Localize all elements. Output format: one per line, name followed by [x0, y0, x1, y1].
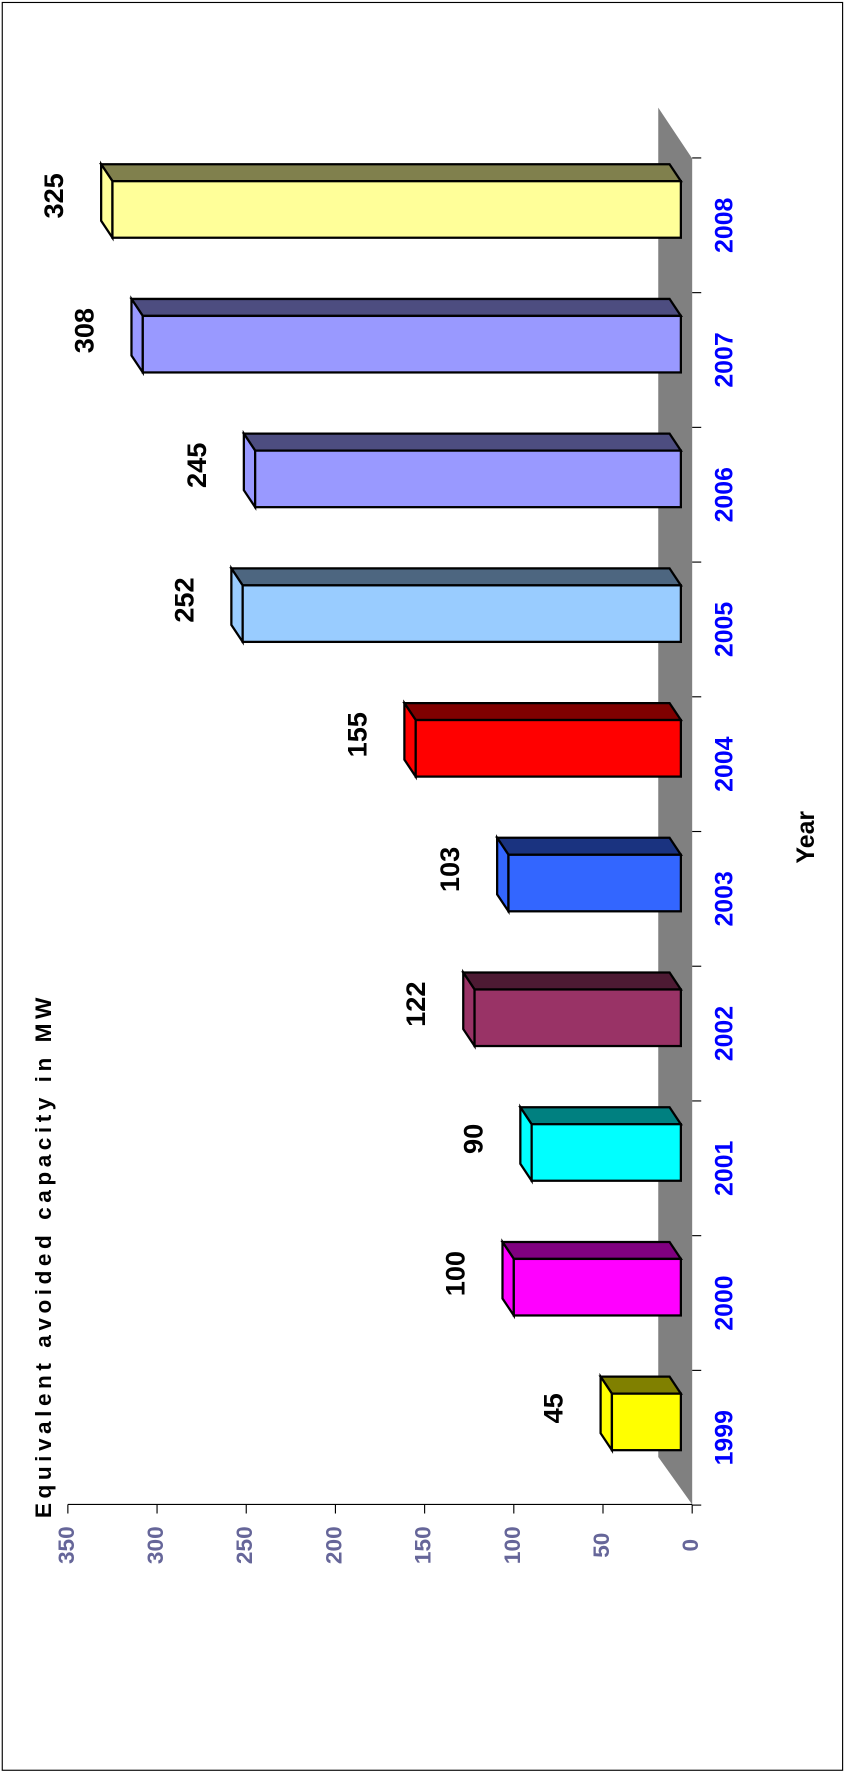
- bar: [111, 180, 683, 239]
- y-tick-label: 350: [54, 1526, 79, 1564]
- y-axis-title: Equivalent avoided capacity in MW: [31, 993, 56, 1518]
- value-label: 45: [538, 1393, 569, 1423]
- value-label: 308: [68, 308, 99, 353]
- bar-top: [598, 1375, 683, 1395]
- bar: [414, 718, 683, 778]
- bar-top: [461, 971, 683, 991]
- x-axis-title: Year: [792, 811, 820, 864]
- value-label: 100: [439, 1251, 470, 1296]
- x-tick-label: 2000: [711, 1275, 739, 1330]
- x-tick-label: 1999: [711, 1410, 739, 1465]
- x-tick-label: 2006: [711, 467, 739, 522]
- bar-top: [402, 701, 683, 722]
- bar: [610, 1392, 683, 1452]
- y-tick-label: 50: [589, 1533, 614, 1558]
- bar-top: [99, 163, 683, 183]
- value-label: 325: [38, 173, 69, 218]
- x-tick-label: 2007: [711, 332, 739, 387]
- y-tick-label: 150: [411, 1526, 436, 1564]
- value-label: 122: [400, 982, 431, 1027]
- value-label: 155: [341, 712, 372, 757]
- value-label: 103: [434, 847, 465, 892]
- x-tick-label: 2002: [711, 1006, 739, 1061]
- y-tick-label: 250: [232, 1526, 257, 1564]
- bar-top: [229, 567, 683, 587]
- value-label: 90: [457, 1124, 488, 1154]
- y-tick-label: 0: [678, 1539, 703, 1552]
- bar: [473, 988, 683, 1048]
- x-tick-label: 2004: [711, 736, 739, 792]
- y-tick-label: 300: [143, 1526, 168, 1564]
- bar-top: [241, 432, 683, 452]
- bar: [241, 584, 683, 644]
- bar-top: [129, 297, 683, 318]
- bar-top: [495, 836, 683, 856]
- bar: [254, 449, 683, 509]
- x-tick-label: 2001: [711, 1140, 739, 1196]
- bar: [507, 853, 683, 913]
- bar: [530, 1123, 683, 1182]
- x-tick-label: 2003: [711, 871, 739, 926]
- x-tick-label: 2008: [711, 197, 739, 253]
- y-tick-label: 200: [321, 1526, 346, 1564]
- bar-top: [500, 1240, 683, 1261]
- bar-top: [518, 1106, 683, 1126]
- x-tick-label: 2005: [711, 602, 739, 658]
- value-label: 245: [181, 443, 212, 488]
- y-tick-label: 100: [500, 1526, 525, 1564]
- value-label: 252: [168, 577, 199, 622]
- bar: [141, 314, 683, 374]
- bar: [512, 1257, 683, 1317]
